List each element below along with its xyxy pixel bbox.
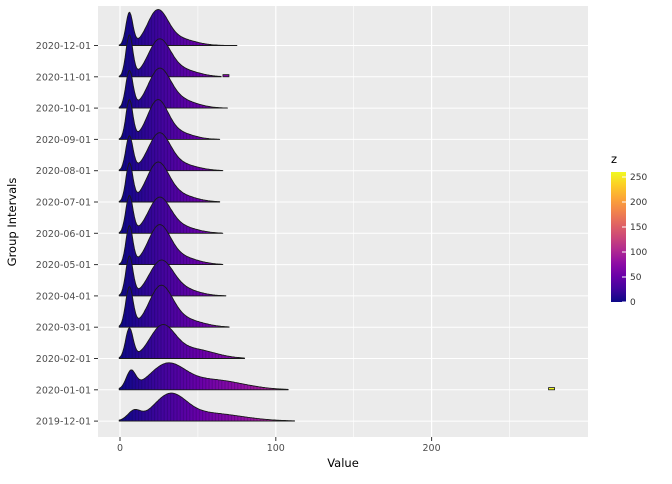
legend-title: z [611,152,617,166]
ridge-outline-2020-12-01 [118,9,238,46]
legend-tick-label: 200 [630,198,647,208]
legend-tick-label: 150 [630,223,647,233]
ridge-outline-2020-03-01 [118,284,230,328]
ridge-outline-2019-12-01 [118,392,295,422]
y-tick-label: 2019-12-01 [36,417,91,428]
y-tick-label: 2020-12-01 [36,41,91,52]
axes-layer: 0 100 200 2020-12-01 2020-11-01 2020-10-01 202… [36,41,441,454]
outlier-mark-2020-11-01 [222,74,230,78]
legend-tick-label: 250 [630,173,647,183]
ridge-outline-2020-10-01 [118,67,228,109]
ridge-outline-2020-05-01 [118,224,224,266]
ridge-outline-2020-08-01 [118,132,224,172]
ridge-outline-2020-07-01 [118,161,221,203]
y-tick-label: 2020-03-01 [36,323,91,334]
legend: z 0 50 100 150 200 250 [611,152,647,308]
legend-tick-label: 0 [630,298,636,308]
y-tick-label: 2020-10-01 [36,104,91,115]
y-tick-label: 2020-06-01 [36,229,91,240]
x-tick-label: 100 [267,443,285,454]
y-tick-label: 2020-05-01 [36,260,91,271]
outlier-mark-2020-01-01 [548,387,555,391]
y-tick-label: 2020-08-01 [36,166,91,177]
ridge-outline-2020-01-01 [118,362,289,391]
ridge-outline-2020-06-01 [118,194,224,234]
y-tick-label: 2020-04-01 [36,291,91,302]
ridge-outline-2020-09-01 [118,98,221,140]
legend-colorbar [611,172,626,302]
ridge-outline-2020-11-01 [118,34,222,78]
y-tick-label: 2020-11-01 [36,72,91,83]
ridge-outline-2020-04-01 [118,255,227,297]
y-tick-label: 2020-02-01 [36,354,91,365]
legend-tick-label: 100 [630,248,647,258]
y-tick-label: 2020-09-01 [36,135,91,146]
x-tick-label: 200 [423,443,441,454]
y-tick-label: 2020-07-01 [36,198,91,209]
ridges-layer [118,9,555,422]
x-axis-title: Value [327,456,359,470]
x-tick-label: 0 [117,443,123,454]
legend-tick-label: 50 [630,273,642,283]
y-axis-title: Group Intervals [5,178,19,267]
ridge-outline-2020-02-01 [118,324,246,359]
y-tick-label: 2020-01-01 [36,385,91,396]
